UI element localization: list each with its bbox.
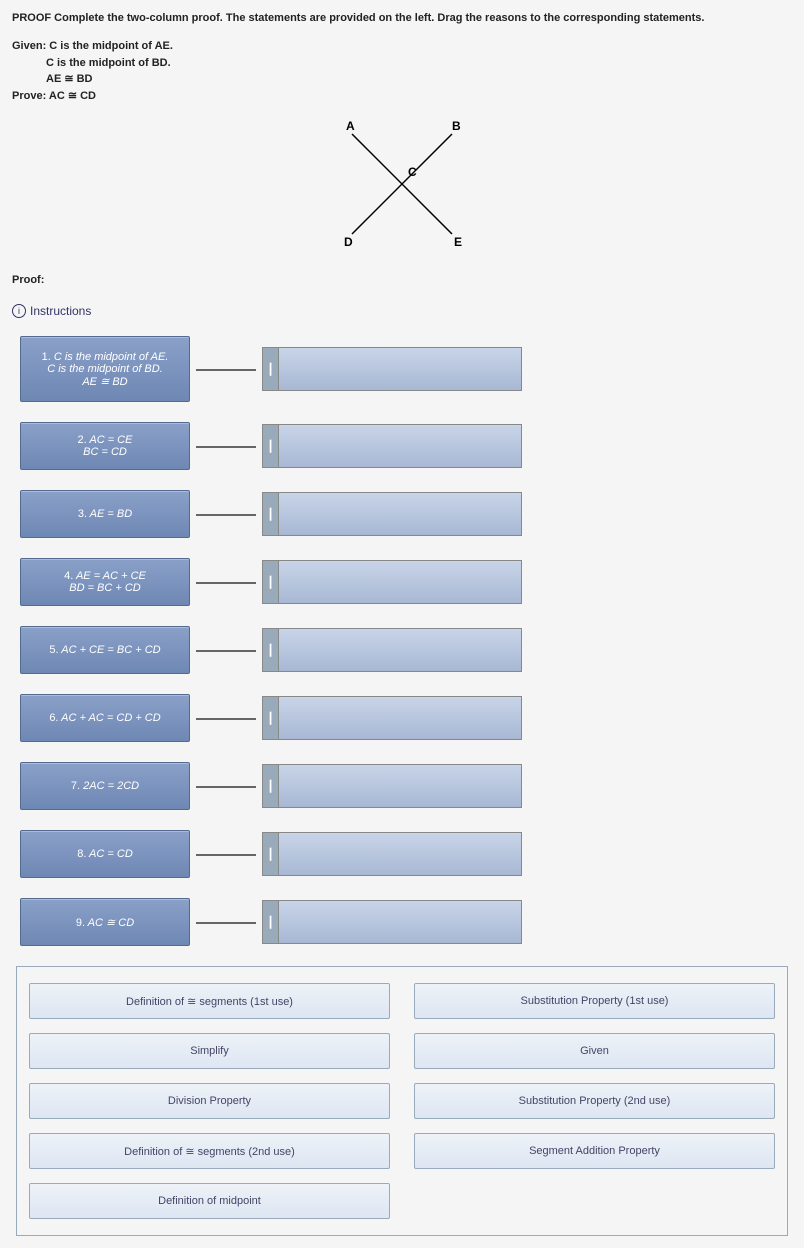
connector-line	[196, 847, 256, 861]
reason-drop-target[interactable]: ┃	[262, 832, 522, 876]
proof-row: 1. C is the midpoint of AE.C is the midp…	[20, 336, 792, 402]
connector-line	[196, 915, 256, 929]
proof-rows: 1. C is the midpoint of AE.C is the midp…	[20, 336, 792, 946]
reason-tile[interactable]: Definition of ≅ segments (1st use)	[29, 983, 390, 1019]
drop-slot[interactable]	[279, 697, 521, 739]
drop-slot[interactable]	[279, 833, 521, 875]
statement-box[interactable]: 6. AC + AC = CD + CD	[20, 694, 190, 742]
statement-box[interactable]: 2. AC = CEBC = CD	[20, 422, 190, 470]
drop-slot[interactable]	[279, 765, 521, 807]
reason-drop-target[interactable]: ┃	[262, 628, 522, 672]
statement-text: 6. AC + AC = CD + CD	[49, 712, 160, 724]
proof-row: 4. AE = AC + CEBD = BC + CD ┃	[20, 558, 792, 606]
statement-box[interactable]: 4. AE = AC + CEBD = BC + CD	[20, 558, 190, 606]
statement-text: 1. C is the midpoint of AE.C is the midp…	[42, 351, 169, 388]
connector-line	[196, 643, 256, 657]
drop-handle-icon: ┃	[263, 493, 279, 535]
proof-row: 2. AC = CEBC = CD ┃	[20, 422, 792, 470]
reason-drop-target[interactable]: ┃	[262, 900, 522, 944]
proof-row: 8. AC = CD ┃	[20, 830, 792, 878]
drop-slot[interactable]	[279, 493, 521, 535]
reason-drop-target[interactable]: ┃	[262, 696, 522, 740]
reason-tile[interactable]: Given	[414, 1033, 775, 1069]
reason-tile[interactable]: Substitution Property (1st use)	[414, 983, 775, 1019]
diagram-container: A B C D E	[12, 114, 792, 254]
drop-slot[interactable]	[279, 901, 521, 943]
statement-box[interactable]: 8. AC = CD	[20, 830, 190, 878]
drop-handle-icon: ┃	[263, 765, 279, 807]
reason-tile[interactable]: Segment Addition Property	[414, 1133, 775, 1169]
reason-pool: Definition of ≅ segments (1st use) Substi…	[16, 966, 788, 1236]
proof-row: 9. AC ≅ CD ┃	[20, 898, 792, 946]
reason-tile[interactable]: Simplify	[29, 1033, 390, 1069]
reason-drop-target[interactable]: ┃	[262, 492, 522, 536]
point-label-d: D	[344, 235, 353, 249]
statement-text: 2. AC = CEBC = CD	[78, 434, 133, 458]
info-icon: i	[12, 304, 26, 318]
drop-slot[interactable]	[279, 629, 521, 671]
statement-text: 7. 2AC = 2CD	[71, 780, 139, 792]
proof-row: 5. AC + CE = BC + CD ┃	[20, 626, 792, 674]
proof-row: 6. AC + AC = CD + CD ┃	[20, 694, 792, 742]
drop-handle-icon: ┃	[263, 901, 279, 943]
proof-row: 3. AE = BD ┃	[20, 490, 792, 538]
reason-tile[interactable]: Division Property	[29, 1083, 390, 1119]
proof-label: Proof:	[12, 274, 792, 286]
statement-box[interactable]: 7. 2AC = 2CD	[20, 762, 190, 810]
statement-text: 4. AE = AC + CEBD = BC + CD	[64, 570, 146, 594]
reason-tile[interactable]: Definition of ≅ segments (2nd use)	[29, 1133, 390, 1169]
statement-text: 3. AE = BD	[78, 508, 132, 520]
reason-drop-target[interactable]: ┃	[262, 424, 522, 468]
drop-slot[interactable]	[279, 425, 521, 467]
statement-box[interactable]: 9. AC ≅ CD	[20, 898, 190, 946]
connector-line	[196, 575, 256, 589]
point-label-a: A	[346, 119, 355, 133]
drop-slot[interactable]	[279, 561, 521, 603]
statement-box[interactable]: 1. C is the midpoint of AE.C is the midp…	[20, 336, 190, 402]
given-line: C is the midpoint of BD.	[46, 55, 792, 72]
statement-text: 5. AC + CE = BC + CD	[49, 644, 160, 656]
drop-handle-icon: ┃	[263, 561, 279, 603]
drop-handle-icon: ┃	[263, 348, 279, 390]
point-label-e: E	[454, 235, 462, 249]
drop-handle-icon: ┃	[263, 425, 279, 467]
instructions-text: Instructions	[30, 304, 91, 318]
statement-text: 9. AC ≅ CD	[76, 916, 134, 929]
instructions-link[interactable]: i Instructions	[12, 304, 792, 318]
proof-header: PROOF Complete the two-column proof. The…	[12, 12, 792, 24]
reason-tile[interactable]: Substitution Property (2nd use)	[414, 1083, 775, 1119]
drop-slot[interactable]	[279, 348, 521, 390]
reason-drop-target[interactable]: ┃	[262, 764, 522, 808]
point-label-b: B	[452, 119, 461, 133]
connector-line	[196, 439, 256, 453]
drop-handle-icon: ┃	[263, 833, 279, 875]
reason-tile[interactable]: Definition of midpoint	[29, 1183, 390, 1219]
point-label-c: C	[408, 165, 417, 179]
reason-drop-target[interactable]: ┃	[262, 560, 522, 604]
statement-box[interactable]: 5. AC + CE = BC + CD	[20, 626, 190, 674]
given-line: Given: C is the midpoint of AE.	[12, 38, 792, 55]
connector-line	[196, 362, 256, 376]
segment-diagram: A B C D E	[312, 114, 492, 254]
connector-line	[196, 507, 256, 521]
drop-handle-icon: ┃	[263, 697, 279, 739]
drop-handle-icon: ┃	[263, 629, 279, 671]
proof-row: 7. 2AC = 2CD ┃	[20, 762, 792, 810]
statement-box[interactable]: 3. AE = BD	[20, 490, 190, 538]
given-block: Given: C is the midpoint of AE. C is the…	[12, 38, 792, 104]
connector-line	[196, 711, 256, 725]
prove-line: Prove: AC ≅ CD	[12, 88, 792, 105]
reason-drop-target[interactable]: ┃	[262, 347, 522, 391]
connector-line	[196, 779, 256, 793]
statement-text: 8. AC = CD	[77, 848, 133, 860]
given-line: AE ≅ BD	[46, 71, 792, 88]
